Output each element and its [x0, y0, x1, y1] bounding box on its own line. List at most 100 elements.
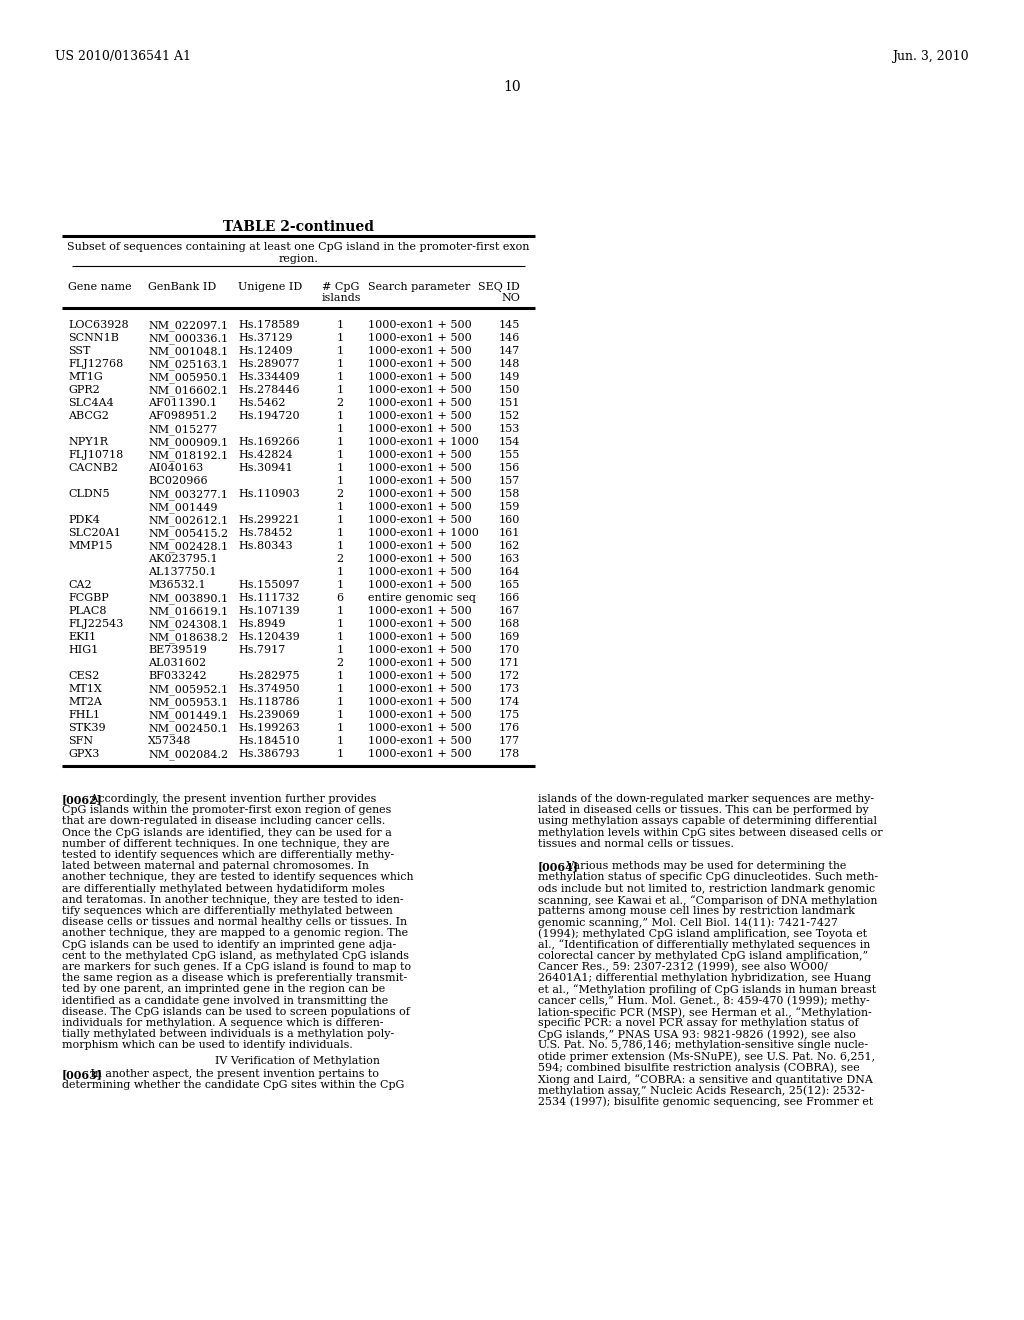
- Text: 1: 1: [337, 450, 344, 459]
- Text: GPX3: GPX3: [68, 748, 99, 759]
- Text: 1: 1: [337, 424, 344, 434]
- Text: Hs.184510: Hs.184510: [238, 737, 300, 746]
- Text: US 2010/0136541 A1: US 2010/0136541 A1: [55, 50, 191, 63]
- Text: 1000-exon1 + 500: 1000-exon1 + 500: [368, 723, 472, 733]
- Text: PDK4: PDK4: [68, 515, 100, 525]
- Text: 1000-exon1 + 500: 1000-exon1 + 500: [368, 477, 472, 486]
- Text: Hs.78452: Hs.78452: [238, 528, 293, 539]
- Text: In another aspect, the present invention pertains to: In another aspect, the present invention…: [87, 1069, 379, 1078]
- Text: 150: 150: [499, 385, 520, 395]
- Text: patterns among mouse cell lines by restriction landmark: patterns among mouse cell lines by restr…: [538, 906, 855, 916]
- Text: Unigene ID: Unigene ID: [238, 282, 302, 292]
- Text: genomic scanning,” Mol. Cell Biol. 14(11): 7421-7427: genomic scanning,” Mol. Cell Biol. 14(11…: [538, 917, 838, 928]
- Text: 1000-exon1 + 500: 1000-exon1 + 500: [368, 737, 472, 746]
- Text: 1000-exon1 + 1000: 1000-exon1 + 1000: [368, 437, 479, 447]
- Text: GenBank ID: GenBank ID: [148, 282, 216, 292]
- Text: 1000-exon1 + 500: 1000-exon1 + 500: [368, 372, 472, 381]
- Text: 1000-exon1 + 500: 1000-exon1 + 500: [368, 554, 472, 564]
- Text: 26401A1; differential methylation hybridization, see Huang: 26401A1; differential methylation hybrid…: [538, 973, 871, 983]
- Text: 1000-exon1 + 500: 1000-exon1 + 500: [368, 657, 472, 668]
- Text: 1000-exon1 + 1000: 1000-exon1 + 1000: [368, 528, 479, 539]
- Text: Hs.80343: Hs.80343: [238, 541, 293, 550]
- Text: NM_001048.1: NM_001048.1: [148, 346, 228, 356]
- Text: 1000-exon1 + 500: 1000-exon1 + 500: [368, 710, 472, 719]
- Text: using methylation assays capable of determining differential: using methylation assays capable of dete…: [538, 816, 877, 826]
- Text: M36532.1: M36532.1: [148, 579, 206, 590]
- Text: FLJ12768: FLJ12768: [68, 359, 123, 370]
- Text: SFN: SFN: [68, 737, 93, 746]
- Text: 1: 1: [337, 619, 344, 630]
- Text: 6: 6: [337, 593, 344, 603]
- Text: ted by one parent, an imprinted gene in the region can be: ted by one parent, an imprinted gene in …: [62, 985, 385, 994]
- Text: Jun. 3, 2010: Jun. 3, 2010: [892, 50, 969, 63]
- Text: NM_005953.1: NM_005953.1: [148, 697, 228, 708]
- Text: 1: 1: [337, 346, 344, 356]
- Text: BF033242: BF033242: [148, 671, 207, 681]
- Text: methylation status of specific CpG dinucleotides. Such meth-: methylation status of specific CpG dinuc…: [538, 873, 879, 882]
- Text: 145: 145: [499, 319, 520, 330]
- Text: 1000-exon1 + 500: 1000-exon1 + 500: [368, 346, 472, 356]
- Text: Hs.386793: Hs.386793: [238, 748, 300, 759]
- Text: 165: 165: [499, 579, 520, 590]
- Text: 1: 1: [337, 737, 344, 746]
- Text: Hs.7917: Hs.7917: [238, 645, 286, 655]
- Text: 161: 161: [499, 528, 520, 539]
- Text: 1: 1: [337, 723, 344, 733]
- Text: et al., “Methylation profiling of CpG islands in human breast: et al., “Methylation profiling of CpG is…: [538, 985, 877, 995]
- Text: 1000-exon1 + 500: 1000-exon1 + 500: [368, 748, 472, 759]
- Text: AF098951.2: AF098951.2: [148, 411, 217, 421]
- Text: TABLE 2-continued: TABLE 2-continued: [223, 220, 374, 234]
- Text: CES2: CES2: [68, 671, 99, 681]
- Text: NM_003277.1: NM_003277.1: [148, 488, 228, 500]
- Text: islands: islands: [322, 293, 361, 304]
- Text: (1994); methylated CpG island amplification, see Toyota et: (1994); methylated CpG island amplificat…: [538, 928, 867, 939]
- Text: CA2: CA2: [68, 579, 91, 590]
- Text: are markers for such genes. If a CpG island is found to map to: are markers for such genes. If a CpG isl…: [62, 962, 411, 972]
- Text: 177: 177: [499, 737, 520, 746]
- Text: 178: 178: [499, 748, 520, 759]
- Text: 594; combined bisulfite restriction analysis (COBRA), see: 594; combined bisulfite restriction anal…: [538, 1063, 860, 1073]
- Text: 1: 1: [337, 359, 344, 370]
- Text: entire genomic seq: entire genomic seq: [368, 593, 476, 603]
- Text: 146: 146: [499, 333, 520, 343]
- Text: 1000-exon1 + 500: 1000-exon1 + 500: [368, 579, 472, 590]
- Text: methylation levels within CpG sites between diseased cells or: methylation levels within CpG sites betw…: [538, 828, 883, 838]
- Text: CpG islands within the promoter-first exon region of genes: CpG islands within the promoter-first ex…: [62, 805, 391, 816]
- Text: 1: 1: [337, 671, 344, 681]
- Text: 1: 1: [337, 632, 344, 642]
- Text: 1000-exon1 + 500: 1000-exon1 + 500: [368, 424, 472, 434]
- Text: 1000-exon1 + 500: 1000-exon1 + 500: [368, 502, 472, 512]
- Text: 163: 163: [499, 554, 520, 564]
- Text: 1: 1: [337, 528, 344, 539]
- Text: NM_005952.1: NM_005952.1: [148, 684, 228, 694]
- Text: tially methylated between individuals is a methylation poly-: tially methylated between individuals is…: [62, 1030, 394, 1039]
- Text: 1000-exon1 + 500: 1000-exon1 + 500: [368, 399, 472, 408]
- Text: 1: 1: [337, 606, 344, 616]
- Text: FLJ22543: FLJ22543: [68, 619, 123, 630]
- Text: NM_005415.2: NM_005415.2: [148, 528, 228, 539]
- Text: [0063]: [0063]: [62, 1069, 102, 1080]
- Text: 153: 153: [499, 424, 520, 434]
- Text: NM_015277: NM_015277: [148, 424, 217, 434]
- Text: Hs.299221: Hs.299221: [238, 515, 300, 525]
- Text: FCGBP: FCGBP: [68, 593, 109, 603]
- Text: Hs.282975: Hs.282975: [238, 671, 300, 681]
- Text: the same region as a disease which is preferentially transmit-: the same region as a disease which is pr…: [62, 973, 408, 983]
- Text: 173: 173: [499, 684, 520, 694]
- Text: AI040163: AI040163: [148, 463, 203, 473]
- Text: Cancer Res., 59: 2307-2312 (1999), see also WO00/: Cancer Res., 59: 2307-2312 (1999), see a…: [538, 962, 827, 973]
- Text: morphism which can be used to identify individuals.: morphism which can be used to identify i…: [62, 1040, 352, 1051]
- Text: 169: 169: [499, 632, 520, 642]
- Text: Hs.194720: Hs.194720: [238, 411, 300, 421]
- Text: MT1X: MT1X: [68, 684, 101, 694]
- Text: Hs.8949: Hs.8949: [238, 619, 286, 630]
- Text: 175: 175: [499, 710, 520, 719]
- Text: and teratomas. In another technique, they are tested to iden-: and teratomas. In another technique, the…: [62, 895, 403, 904]
- Text: 1000-exon1 + 500: 1000-exon1 + 500: [368, 619, 472, 630]
- Text: Hs.199263: Hs.199263: [238, 723, 300, 733]
- Text: NM_002428.1: NM_002428.1: [148, 541, 228, 552]
- Text: scanning, see Kawai et al., “Comparison of DNA methylation: scanning, see Kawai et al., “Comparison …: [538, 895, 878, 906]
- Text: Search parameter: Search parameter: [368, 282, 470, 292]
- Text: 154: 154: [499, 437, 520, 447]
- Text: NPY1R: NPY1R: [68, 437, 108, 447]
